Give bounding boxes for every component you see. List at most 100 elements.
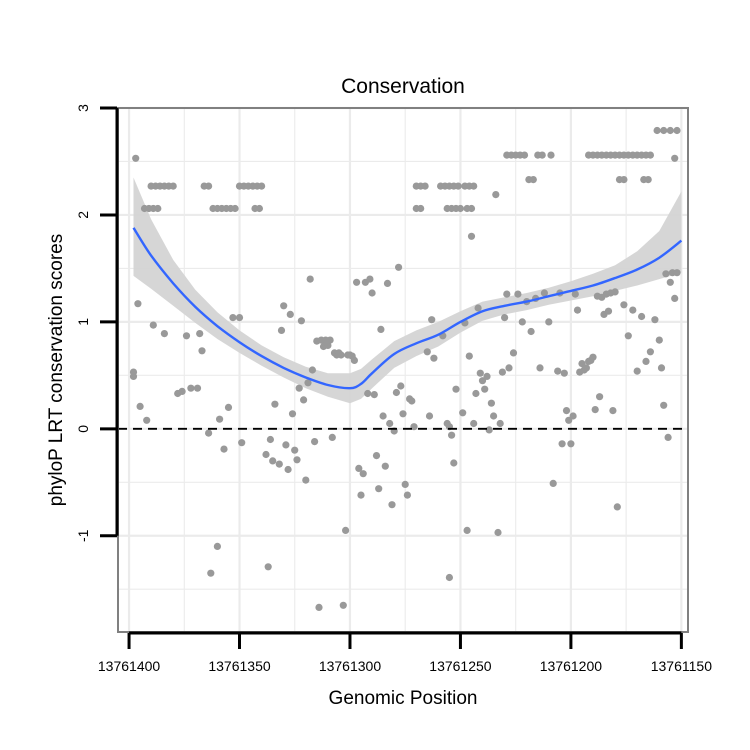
- data-point: [452, 385, 460, 393]
- data-point: [372, 452, 381, 460]
- data-point: [671, 154, 679, 162]
- data-point: [216, 415, 224, 423]
- data-point: [366, 275, 374, 283]
- data-point: [660, 126, 668, 135]
- data-point: [275, 460, 283, 468]
- data-point: [388, 501, 396, 509]
- data-point: [229, 314, 237, 322]
- data-point: [255, 204, 263, 213]
- data-point: [527, 327, 535, 336]
- data-point: [182, 332, 191, 340]
- data-point: [629, 306, 637, 314]
- data-point: [282, 441, 290, 449]
- data-point: [463, 526, 471, 535]
- data-point: [410, 423, 418, 431]
- data-point: [417, 204, 425, 213]
- data-point: [205, 429, 213, 437]
- data-point: [596, 393, 604, 401]
- data-point: [509, 349, 518, 357]
- data-point: [308, 366, 316, 374]
- data-point: [633, 367, 641, 375]
- data-point: [562, 407, 571, 415]
- data-point: [408, 397, 416, 405]
- x-tick-label: 13761200: [540, 658, 603, 674]
- data-point: [465, 352, 473, 360]
- data-point: [569, 412, 577, 420]
- data-point: [370, 391, 378, 399]
- chart-title: Conservation: [341, 75, 465, 98]
- data-point: [454, 182, 462, 190]
- data-point: [293, 456, 301, 464]
- data-point: [476, 369, 484, 377]
- data-point: [381, 462, 389, 470]
- data-point: [529, 176, 537, 184]
- data-point: [494, 528, 502, 537]
- data-point: [653, 126, 661, 135]
- data-point: [514, 290, 522, 298]
- data-point: [549, 479, 557, 487]
- data-point: [198, 347, 206, 355]
- data-point: [306, 275, 314, 283]
- y-tick-label: 0: [75, 425, 91, 433]
- data-point: [355, 464, 363, 472]
- data-point: [235, 314, 244, 322]
- data-point: [662, 270, 670, 278]
- data-point: [578, 360, 586, 368]
- data-point: [377, 325, 385, 333]
- data-point: [492, 191, 500, 199]
- y-tick-label: 2: [75, 211, 91, 219]
- data-point: [304, 379, 312, 387]
- data-point: [280, 302, 288, 310]
- data-point: [655, 336, 663, 344]
- data-point: [238, 439, 246, 447]
- data-point: [470, 182, 478, 190]
- data-point: [213, 542, 221, 551]
- data-point: [518, 318, 526, 326]
- data-point: [379, 412, 387, 420]
- data-point: [143, 416, 151, 424]
- data-point: [490, 412, 498, 420]
- data-point: [160, 330, 168, 338]
- data-point: [604, 307, 613, 315]
- data-point: [448, 431, 456, 439]
- data-point: [565, 416, 573, 424]
- data-point: [571, 290, 579, 298]
- data-point: [403, 491, 411, 499]
- data-point: [620, 176, 628, 184]
- data-point: [501, 314, 509, 322]
- smooth-curve: [132, 227, 683, 390]
- data-point: [459, 409, 467, 417]
- data-point: [456, 204, 464, 213]
- data-point: [474, 304, 482, 312]
- x-tick-label: 13761350: [208, 658, 271, 674]
- data-point: [651, 316, 659, 324]
- data-point: [470, 419, 478, 428]
- data-point: [337, 351, 345, 359]
- data-point: [487, 399, 495, 407]
- data-point: [425, 412, 434, 420]
- y-tick-label: 1: [75, 318, 91, 326]
- data-point: [646, 151, 655, 159]
- data-point: [328, 433, 336, 441]
- x-tick-label: 13761300: [319, 658, 382, 674]
- data-point: [642, 357, 650, 365]
- data-point: [386, 419, 394, 428]
- data-point: [644, 176, 652, 184]
- data-point: [397, 382, 405, 390]
- data-point: [300, 396, 308, 404]
- data-point: [536, 364, 544, 372]
- data-point: [558, 440, 566, 448]
- x-tick-label: 13761400: [98, 658, 161, 674]
- data-point: [560, 369, 568, 377]
- data-point: [134, 300, 142, 308]
- data-point: [591, 406, 599, 414]
- data-point: [136, 402, 144, 410]
- data-point: [620, 301, 628, 309]
- data-point: [483, 372, 491, 380]
- data-point: [666, 278, 674, 286]
- data-point: [149, 321, 157, 329]
- data-point: [478, 377, 487, 385]
- data-point: [364, 389, 372, 398]
- data-point: [264, 563, 272, 571]
